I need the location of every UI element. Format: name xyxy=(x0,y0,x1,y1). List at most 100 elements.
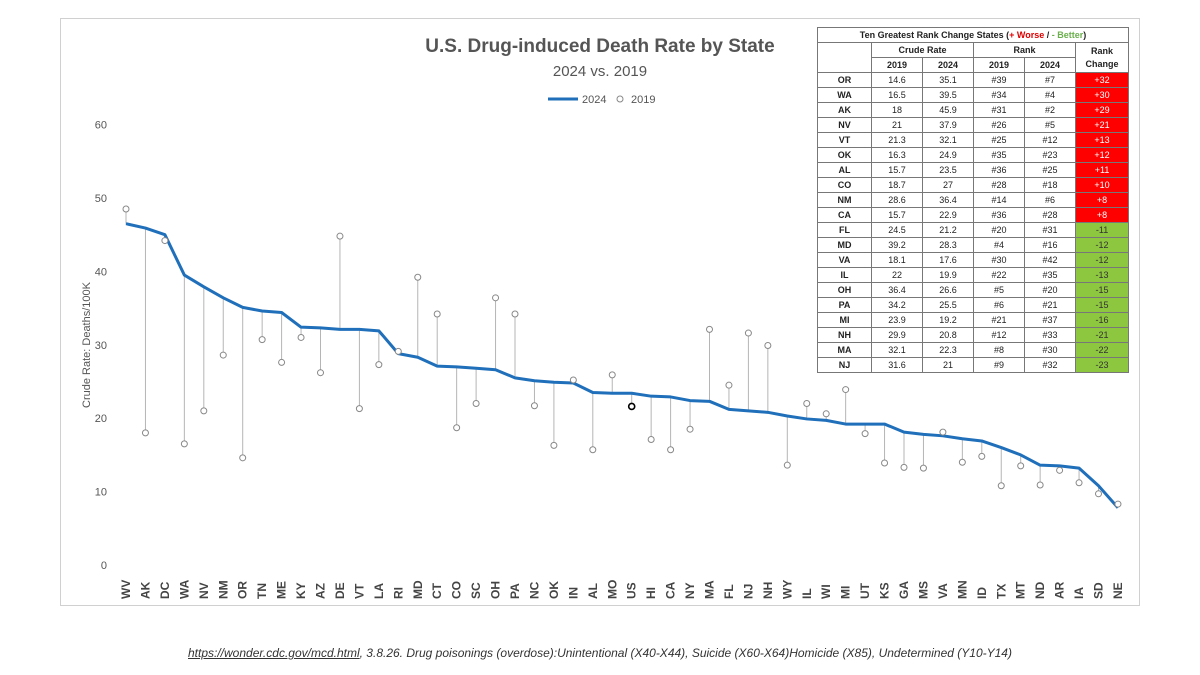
legend-2019-marker xyxy=(616,95,624,103)
marker-2019 xyxy=(219,351,227,359)
x-tick-label: FL xyxy=(722,584,736,599)
rank-change-cell: -21 xyxy=(1074,327,1130,343)
x-tick-label: IA xyxy=(1072,587,1086,599)
rank-change-cell: -15 xyxy=(1074,282,1130,298)
marker-2019 xyxy=(394,347,402,355)
table-row: OH 36.4 26.6 #5 #20 -15 xyxy=(817,282,1130,298)
x-tick-label: UT xyxy=(858,582,872,599)
chart-title: U.S. Drug-induced Death Rate by State xyxy=(425,36,774,57)
rate-2019-header: 2019 xyxy=(871,57,923,73)
rank-2019-cell: #36 xyxy=(973,162,1025,178)
source-link[interactable]: https://wonder.cdc.gov/mcd.html xyxy=(188,646,360,660)
rank-2024-cell: #23 xyxy=(1024,147,1076,163)
rank-change-cell: -23 xyxy=(1074,357,1130,373)
rate-2019-cell: 16.5 xyxy=(871,87,923,103)
x-tick-label: MT xyxy=(1014,581,1028,599)
x-tick-label: MA xyxy=(703,580,717,599)
rank-change-cell: -12 xyxy=(1074,252,1130,268)
rank-change-cell: +8 xyxy=(1074,207,1130,223)
table-row: VA 18.1 17.6 #30 #42 -12 xyxy=(817,252,1130,268)
y-tick-label: 0 xyxy=(101,560,107,572)
x-tick-label: WI xyxy=(819,584,833,599)
table-row: OR 14.6 35.1 #39 #7 +32 xyxy=(817,72,1130,88)
rank-2024-cell: #6 xyxy=(1024,192,1076,208)
state-cell: IL xyxy=(817,267,872,283)
rank-2019-cell: #36 xyxy=(973,207,1025,223)
x-tick-label: US xyxy=(625,582,639,599)
marker-2019 xyxy=(939,428,947,436)
rate-2024-cell: 32.1 xyxy=(922,132,974,148)
rank-2024-cell: #16 xyxy=(1024,237,1076,253)
rank-2019-cell: #28 xyxy=(973,177,1025,193)
marker-2019 xyxy=(783,461,791,469)
x-tick-label: MN xyxy=(955,580,969,599)
rank-2019-cell: #5 xyxy=(973,282,1025,298)
table-row: CA 15.7 22.9 #36 #28 +8 xyxy=(817,207,1130,223)
x-tick-label: VT xyxy=(352,583,366,599)
state-cell: WA xyxy=(817,87,872,103)
rank-2019-cell: #22 xyxy=(973,267,1025,283)
state-header xyxy=(817,42,872,73)
rank-2019-cell: #12 xyxy=(973,327,1025,343)
rate-2019-cell: 28.6 xyxy=(871,192,923,208)
chart-subtitle: 2024 vs. 2019 xyxy=(553,63,647,80)
table-row: NH 29.9 20.8 #12 #33 -21 xyxy=(817,327,1130,343)
x-tick-label: NM xyxy=(216,580,230,599)
rank-2019-cell: #9 xyxy=(973,357,1025,373)
state-cell: MI xyxy=(817,312,872,328)
marker-2019 xyxy=(725,381,733,389)
legend: 2024 2019 xyxy=(548,94,655,106)
x-tick-label: ND xyxy=(1033,581,1047,599)
rate-2019-cell: 29.9 xyxy=(871,327,923,343)
worse-legend: + Worse xyxy=(1009,29,1045,40)
marker-2019 xyxy=(297,333,305,341)
rank-2024-cell: #28 xyxy=(1024,207,1076,223)
rank-2024-cell: #25 xyxy=(1024,162,1076,178)
rate-2019-cell: 34.2 xyxy=(871,297,923,313)
rank-2019-cell: #14 xyxy=(973,192,1025,208)
rank-change-cell: +30 xyxy=(1074,87,1130,103)
x-tick-label: CA xyxy=(664,581,678,599)
x-tick-label: TX xyxy=(994,584,1008,599)
rate-2024-cell: 21 xyxy=(922,357,974,373)
rank-2024-cell: #33 xyxy=(1024,327,1076,343)
state-cell: OK xyxy=(817,147,872,163)
marker-2019 xyxy=(608,371,616,379)
state-cell: MA xyxy=(817,342,872,358)
rank-2019-cell: #30 xyxy=(973,252,1025,268)
x-tick-label: SC xyxy=(469,582,483,599)
rank-2019-cell: #26 xyxy=(973,117,1025,133)
rate-2024-cell: 35.1 xyxy=(922,72,974,88)
marker-2019 xyxy=(180,440,188,448)
state-cell: NV xyxy=(817,117,872,133)
x-tick-label: DC xyxy=(158,581,172,599)
table-row: NJ 31.6 21 #9 #32 -23 xyxy=(817,357,1130,373)
y-tick-label: 60 xyxy=(95,120,107,132)
rank-2019-header: 2019 xyxy=(973,57,1025,73)
x-axis: WV AK DC WA NV NM OR TN ME KY AZ DE VT LA RI MD CT CO SC OH… xyxy=(119,579,1125,599)
rate-2019-cell: 16.3 xyxy=(871,147,923,163)
table-row: OK 16.3 24.9 #35 #23 +12 xyxy=(817,147,1130,163)
marker-2019 xyxy=(530,402,538,410)
rate-2019-cell: 18.7 xyxy=(871,177,923,193)
x-tick-label: SD xyxy=(1092,582,1106,599)
marker-2019 xyxy=(647,435,655,443)
rate-2019-cell: 15.7 xyxy=(871,162,923,178)
table-row: AK 18 45.9 #31 #2 +29 xyxy=(817,102,1130,118)
marker-2019 xyxy=(122,205,130,213)
marker-2019 xyxy=(686,425,694,433)
rate-2024-cell: 19.9 xyxy=(922,267,974,283)
marker-2019 xyxy=(822,410,830,418)
rank-change-cell: -16 xyxy=(1074,312,1130,328)
rate-2024-cell: 19.2 xyxy=(922,312,974,328)
marker-2019 xyxy=(627,402,636,411)
marker-2019 xyxy=(764,342,772,350)
x-tick-label: OK xyxy=(547,581,561,599)
chart-frame xyxy=(60,18,1140,606)
rate-2019-cell: 15.7 xyxy=(871,207,923,223)
marker-2019 xyxy=(511,310,519,318)
rate-2024-cell: 26.6 xyxy=(922,282,974,298)
x-tick-label: VA xyxy=(936,583,950,599)
rank-2024-cell: #4 xyxy=(1024,87,1076,103)
